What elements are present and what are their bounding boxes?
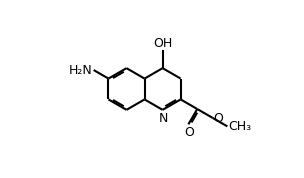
Text: N: N <box>158 112 168 125</box>
Text: O: O <box>213 112 223 125</box>
Text: OH: OH <box>153 36 172 49</box>
Text: CH₃: CH₃ <box>228 120 251 133</box>
Text: O: O <box>184 126 194 140</box>
Text: H₂N: H₂N <box>69 64 93 77</box>
